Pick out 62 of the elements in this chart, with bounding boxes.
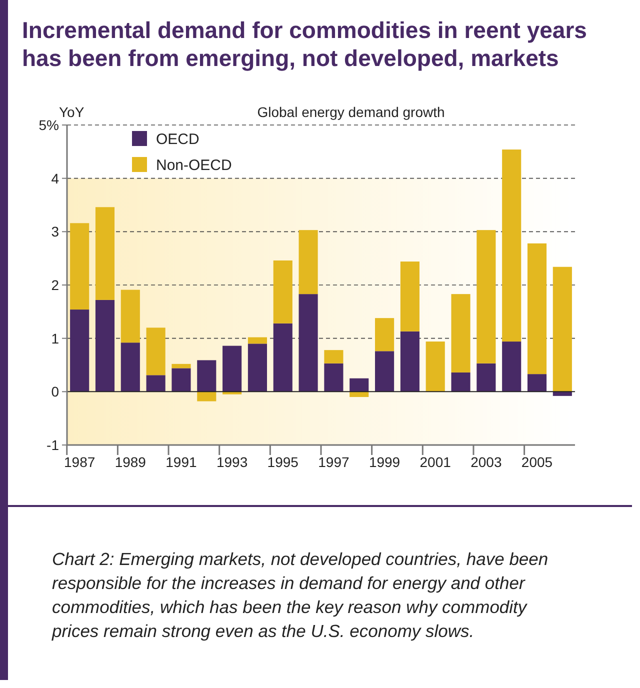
x-tick-label: 2001 — [420, 454, 452, 470]
bar — [451, 294, 470, 372]
bar — [120, 290, 140, 343]
bar — [197, 360, 216, 392]
bar — [222, 346, 242, 392]
y-tick-label: 5% — [38, 117, 59, 133]
y-tick-label: 4 — [51, 170, 60, 186]
chart-title: Incremental demand for commodities in reent years has been from emerging, not developed, markets — [22, 17, 587, 71]
x-tick-label: 1999 — [368, 454, 400, 470]
bar — [273, 260, 292, 324]
bar — [248, 337, 267, 344]
x-tick-label: 2005 — [521, 454, 553, 470]
bar — [324, 363, 344, 392]
chart-subtitle: Global energy demand growth — [257, 104, 445, 120]
y-tick-label: 2 — [51, 277, 60, 293]
bar — [527, 374, 547, 392]
bar — [197, 392, 216, 402]
bar — [248, 344, 267, 392]
x-tick-label: 1993 — [216, 454, 248, 470]
legend-label: OECD — [156, 131, 200, 148]
bar — [95, 207, 115, 300]
bar — [476, 230, 496, 364]
bar — [172, 368, 191, 392]
bar — [70, 223, 90, 310]
legend-label: Non-OECD — [156, 157, 232, 174]
bar — [273, 323, 292, 392]
bar — [426, 342, 445, 392]
bar — [172, 364, 191, 368]
bar — [350, 392, 369, 397]
bar — [400, 331, 420, 392]
y-tick-label: 0 — [51, 384, 60, 400]
bar — [375, 318, 394, 352]
bar — [70, 310, 90, 392]
x-tick-label: 1987 — [64, 454, 96, 470]
bar — [222, 392, 242, 394]
bar — [502, 150, 522, 342]
bar — [146, 375, 166, 392]
bar — [400, 262, 420, 332]
x-tick-label: 1991 — [166, 454, 198, 470]
bar — [298, 230, 318, 294]
bar — [552, 392, 572, 396]
y-tick-label: 3 — [51, 224, 60, 240]
bar — [350, 378, 369, 392]
y-tick-label: -1 — [46, 437, 60, 453]
bar — [476, 363, 496, 392]
bar — [527, 243, 547, 374]
bar — [120, 342, 140, 392]
x-tick-label: 2003 — [470, 454, 502, 470]
bar — [324, 350, 344, 364]
y-tick-label: 1 — [51, 330, 60, 346]
bar — [95, 300, 115, 392]
y-axis-title: YoY — [59, 104, 85, 120]
bar — [375, 351, 394, 392]
x-tick-label: 1989 — [114, 454, 146, 470]
bar — [451, 372, 470, 392]
x-tick-label: 1997 — [318, 454, 350, 470]
bar — [502, 342, 522, 392]
bar — [552, 266, 572, 392]
caption: Chart 2: Emerging markets, not developed countries, have been responsible for the increases in demand for energy and other commodities, which has been the key reason why commodity prices remain strong even as the U.S. economy slows. — [51, 549, 548, 641]
x-tick-label: 1995 — [267, 454, 299, 470]
bar — [298, 294, 318, 392]
bar — [146, 328, 166, 376]
